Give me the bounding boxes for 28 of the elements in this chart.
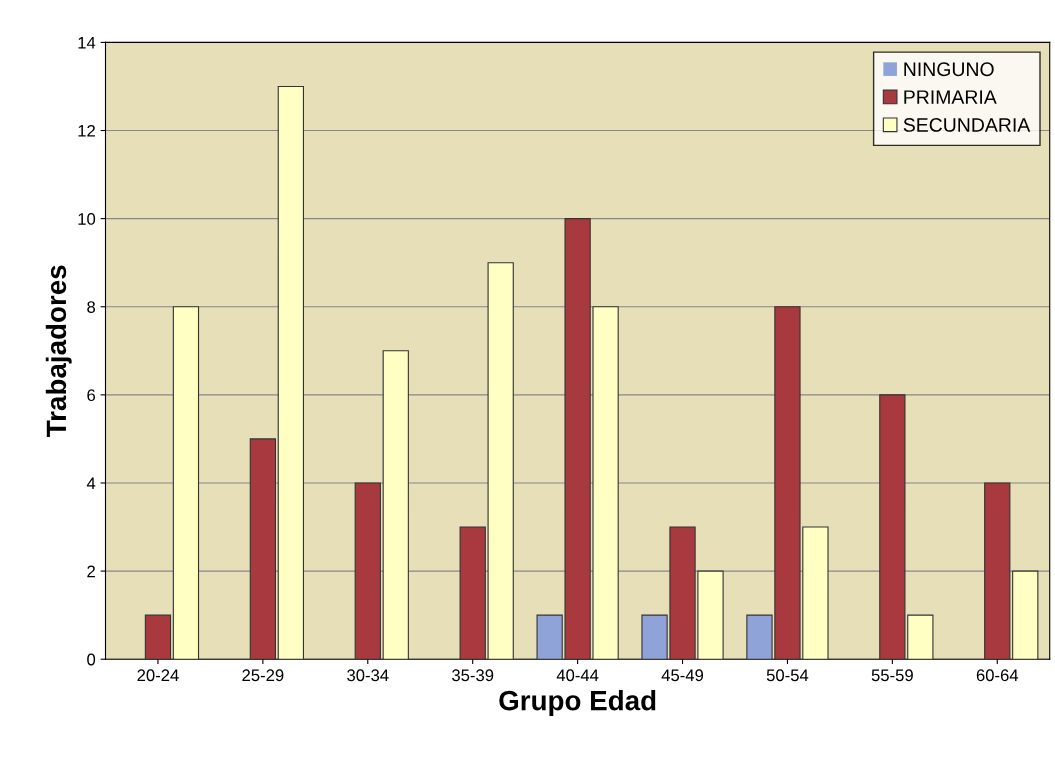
y-axis-title: Trabajadores: [45, 265, 72, 437]
y-tick-label: 12: [78, 124, 95, 137]
bar: [249, 438, 277, 660]
bar: [277, 85, 304, 660]
x-tick-label: 35-39: [452, 669, 494, 682]
x-tick-label: 55-59: [871, 669, 913, 682]
y-tick-label: 8: [87, 301, 96, 313]
y-tick-label: 2: [87, 565, 95, 578]
x-tick-label: 25-29: [242, 669, 284, 682]
x-axis-title: Grupo Edad: [499, 690, 656, 716]
x-tick-label: 45-49: [661, 669, 704, 682]
y-tick-label: 0: [87, 653, 96, 666]
x-tick-label: 30-34: [347, 669, 389, 682]
bar: [172, 306, 200, 660]
x-tick-label: 50-54: [766, 669, 809, 682]
legend-label: NINGUNO: [904, 62, 994, 77]
legend-label: PRIMARIA: [904, 90, 997, 104]
bar: [382, 350, 409, 660]
legend-label: SECUNDARIA: [903, 118, 1031, 132]
x-tick-label: 60-64: [976, 669, 1019, 682]
bar: [354, 482, 381, 660]
x-tick-label: 20-24: [137, 669, 179, 682]
y-tick-label: 14: [78, 36, 96, 49]
x-tick-label: 40-44: [556, 669, 599, 682]
y-tick-label: 10: [78, 213, 96, 225]
y-tick-label: 4: [86, 477, 96, 490]
bar: [144, 614, 172, 660]
y-tick-label: 6: [87, 389, 96, 402]
